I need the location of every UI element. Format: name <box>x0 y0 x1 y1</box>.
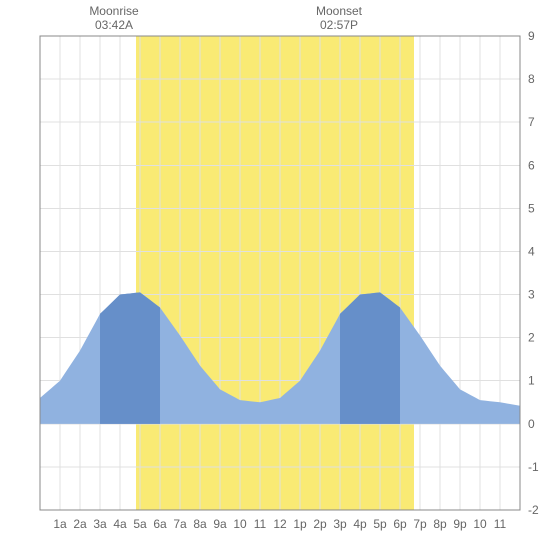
x-tick-label: 3a <box>93 517 107 531</box>
x-tick-label: 10 <box>473 517 487 531</box>
moonset-time: 02:57P <box>299 18 379 32</box>
moonrise-time: 03:42A <box>74 18 154 32</box>
x-tick-label: 2p <box>313 517 327 531</box>
y-tick-label: -2 <box>528 503 539 517</box>
x-tick-label: 3p <box>333 517 347 531</box>
x-tick-label: 4a <box>113 517 127 531</box>
moonrise-label: Moonrise 03:42A <box>74 4 154 33</box>
x-tick-label: 11 <box>494 517 507 531</box>
x-tick-label: 6p <box>393 517 407 531</box>
tide-area-dark-1 <box>340 292 400 423</box>
x-tick-label: 5p <box>373 517 387 531</box>
moonrise-title: Moonrise <box>74 4 154 18</box>
y-tick-label: 3 <box>528 288 535 302</box>
y-tick-label: 8 <box>528 72 535 86</box>
moonset-title: Moonset <box>299 4 379 18</box>
tide-moon-chart: Moonrise 03:42A Moonset 02:57P 1a2a3a4a5… <box>0 0 550 550</box>
day-band <box>136 36 414 510</box>
y-tick-label: -1 <box>528 460 539 474</box>
x-tick-label: 12 <box>273 517 287 531</box>
y-tick-label: 9 <box>528 29 535 43</box>
y-tick-label: 4 <box>528 244 535 258</box>
x-tick-label: 7a <box>173 517 187 531</box>
x-tick-label: 1p <box>293 517 307 531</box>
y-tick-label: 7 <box>528 115 535 129</box>
x-tick-label: 10 <box>233 517 247 531</box>
x-tick-label: 8p <box>433 517 447 531</box>
x-tick-label: 1a <box>53 517 67 531</box>
x-tick-label: 4p <box>353 517 367 531</box>
x-tick-label: 6a <box>153 517 167 531</box>
y-tick-label: 1 <box>528 374 535 388</box>
x-tick-label: 5a <box>133 517 147 531</box>
x-tick-label: 11 <box>254 517 267 531</box>
x-tick-label: 2a <box>73 517 87 531</box>
grid <box>40 36 520 510</box>
tide-area-dark-0 <box>100 292 160 423</box>
y-tick-label: 0 <box>528 417 535 431</box>
y-tick-label: 6 <box>528 158 535 172</box>
x-tick-label: 9a <box>213 517 227 531</box>
x-tick-label: 9p <box>453 517 467 531</box>
chart-svg: 1a2a3a4a5a6a7a8a9a1011121p2p3p4p5p6p7p8p… <box>0 0 550 550</box>
x-tick-label: 7p <box>413 517 427 531</box>
moonset-label: Moonset 02:57P <box>299 4 379 33</box>
x-tick-label: 8a <box>193 517 207 531</box>
y-tick-label: 2 <box>528 331 535 345</box>
y-tick-label: 5 <box>528 201 535 215</box>
